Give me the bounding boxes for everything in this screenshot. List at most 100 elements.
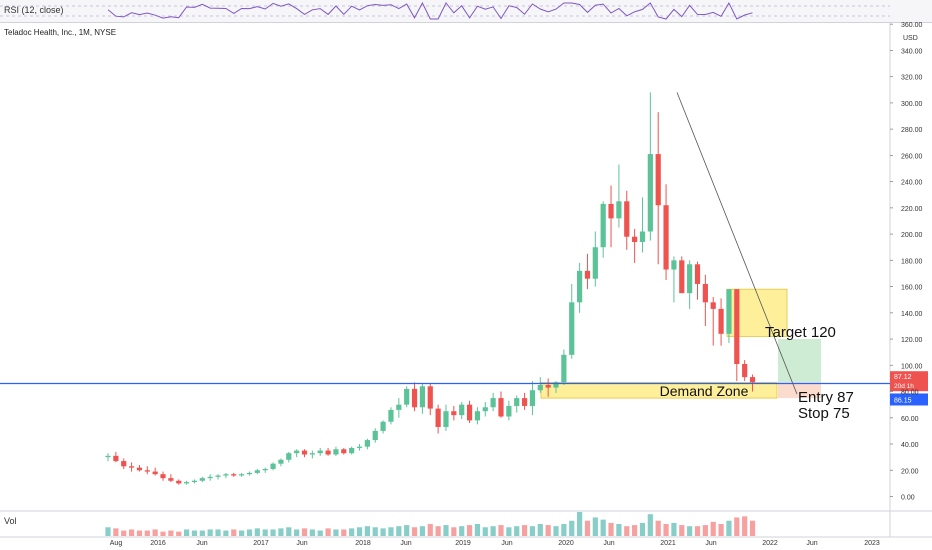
volume-bar xyxy=(514,526,520,536)
candle-body xyxy=(545,384,551,388)
time-tick-label: Jun xyxy=(400,540,411,547)
candle-body xyxy=(262,468,268,471)
last-price-value: 87.12 xyxy=(894,374,912,381)
volume-bar xyxy=(411,527,418,536)
candle-body xyxy=(647,154,653,232)
volume-bar xyxy=(309,529,315,536)
volume-bar xyxy=(144,530,150,536)
grid xyxy=(0,22,932,538)
candle-body xyxy=(443,411,449,427)
volume-bar xyxy=(105,527,111,536)
volume-bar xyxy=(184,529,190,536)
volume-bar xyxy=(702,525,708,536)
volume-bar xyxy=(655,520,661,536)
volume-bar xyxy=(742,516,748,536)
volume-bar xyxy=(254,528,260,536)
price-tick-label: 0.00 xyxy=(901,495,915,502)
currency-label: USD xyxy=(903,35,918,42)
volume-bar xyxy=(388,527,394,536)
candle-body xyxy=(734,289,740,364)
candle-body xyxy=(152,471,158,475)
time-tick-label: Jun xyxy=(705,540,716,547)
trend-line xyxy=(676,92,798,395)
entry-label: Entry 87 xyxy=(798,389,854,406)
candle-body xyxy=(372,430,378,441)
volume-bars xyxy=(105,512,756,536)
volume-bar xyxy=(380,528,386,536)
demand-zone-label: Demand Zone xyxy=(660,383,749,399)
volume-bar xyxy=(710,521,716,536)
price-tick-label: 40.00 xyxy=(901,442,919,449)
candle-body xyxy=(435,408,441,427)
candle-body xyxy=(616,201,622,219)
candle-body xyxy=(121,461,127,467)
candle-body xyxy=(246,472,253,475)
target-label: Target 120 xyxy=(765,324,836,341)
volume-bar xyxy=(419,526,425,536)
volume-bar xyxy=(435,526,441,536)
volume-bar xyxy=(537,524,543,536)
candle-body xyxy=(309,453,315,455)
volume-bar xyxy=(632,525,638,536)
volume-bar xyxy=(545,525,551,536)
candle-body xyxy=(411,388,418,408)
candle-body xyxy=(514,398,520,406)
price-tick-label: 160.00 xyxy=(901,285,923,292)
volume-bar xyxy=(396,526,402,536)
volume-bar xyxy=(616,524,622,536)
volume-bar xyxy=(286,527,292,536)
candle-body xyxy=(419,386,425,408)
volume-bar xyxy=(294,529,300,536)
chart-title: Teladoc Health, Inc., 1M, NYSE xyxy=(4,28,117,37)
candle-body xyxy=(466,404,473,421)
time-tick-label: Jun xyxy=(296,540,307,547)
time-tick-label: Aug xyxy=(110,540,123,547)
candle-body xyxy=(128,466,135,468)
target-zone xyxy=(778,339,821,383)
volume-bar xyxy=(372,527,378,536)
candle-body xyxy=(639,231,646,242)
price-tick-label: 260.00 xyxy=(901,153,923,160)
candle-body xyxy=(294,450,300,454)
volume-bar xyxy=(427,524,433,536)
volume-bar xyxy=(451,527,457,536)
volume-bar xyxy=(215,529,221,536)
candle-body xyxy=(561,354,567,383)
candle-body xyxy=(364,440,370,447)
price-tick-label: 60.00 xyxy=(901,416,919,423)
volume-bar xyxy=(239,530,245,536)
volume-bar xyxy=(301,528,308,536)
volume-bar xyxy=(113,528,119,536)
price-tick-label: 320.00 xyxy=(901,75,923,82)
volume-bar xyxy=(341,529,347,536)
volume-bar xyxy=(246,529,253,536)
volume-bar xyxy=(624,526,630,536)
volume-bar xyxy=(482,527,488,536)
candle-body xyxy=(207,476,213,479)
volume-bar xyxy=(278,528,284,536)
candle-body xyxy=(199,478,205,481)
volume-bar xyxy=(521,525,528,536)
volume-bar xyxy=(490,526,496,536)
candle-body xyxy=(655,154,661,206)
volume-bar xyxy=(160,531,166,536)
volume-bar xyxy=(364,526,370,536)
volume-bar xyxy=(553,526,559,536)
candle-body xyxy=(702,283,708,303)
candle-body xyxy=(506,405,512,417)
candle-body xyxy=(498,398,504,417)
rsi-panel: RSI (12, close) xyxy=(0,0,932,23)
rsi-line xyxy=(107,1,753,20)
candle-body xyxy=(168,478,174,481)
volume-label: Vol xyxy=(4,516,17,526)
candle-body xyxy=(663,205,669,270)
candle-body xyxy=(105,455,111,458)
volume-bar xyxy=(349,528,355,536)
price-tick-label: 180.00 xyxy=(901,258,923,265)
price-tick-label: 100.00 xyxy=(901,363,923,370)
candle-body xyxy=(317,450,323,454)
volume-bar xyxy=(262,529,268,536)
rsi-plot xyxy=(0,1,890,20)
candle-body xyxy=(254,470,260,473)
